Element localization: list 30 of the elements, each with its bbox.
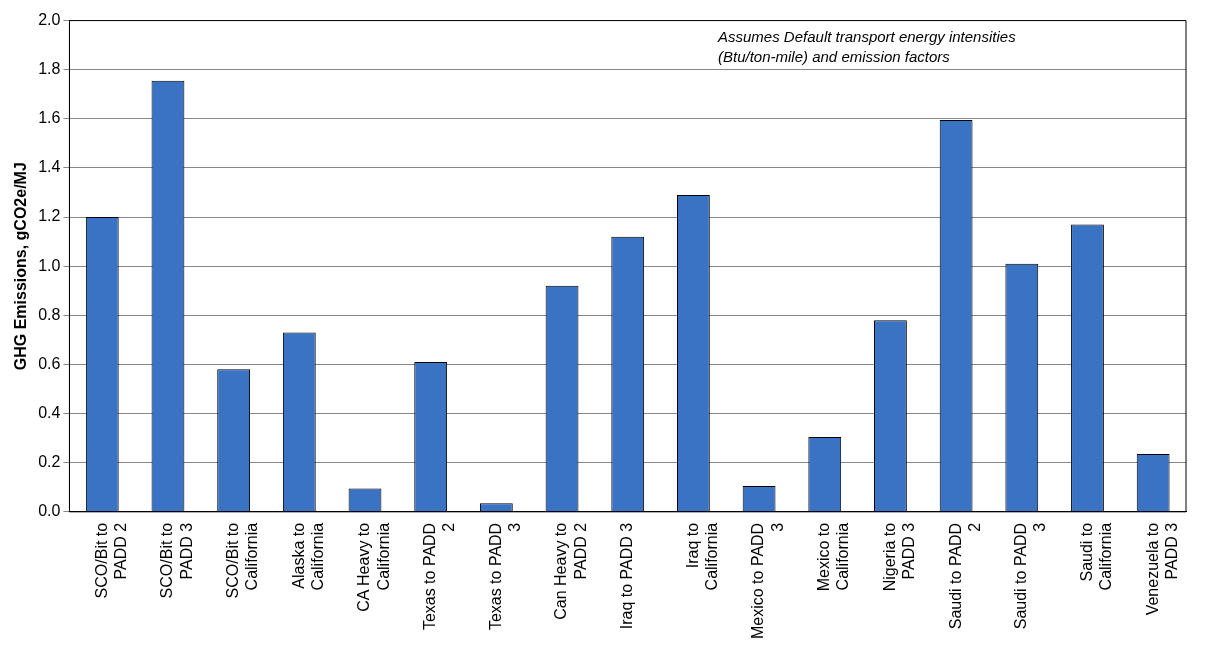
x-tick-label: Saudi to PADD 3 (1012, 522, 1049, 630)
x-tick-label: Iraq to PADD 3 (618, 522, 636, 630)
y-tick-label: 1.2 (38, 207, 61, 225)
x-tick-label: Venezuela to PADD 3 (1143, 522, 1180, 616)
annotation: Assumes Default transport energy intensities (Btu/ton-mile) and emission factors (717, 28, 1017, 66)
y-tick-label: 1.4 (38, 158, 61, 176)
x-tick-label: SCO/Bit to California (224, 522, 261, 599)
y-tick-label: 2.0 (38, 11, 61, 29)
x-tick-label: Saudi to California (1077, 522, 1115, 591)
x-tick-label: Alaska to California (289, 522, 326, 591)
x-tick-label: Mexico to PADD 3 (749, 522, 786, 640)
y-tick-label: 1.8 (38, 60, 61, 78)
x-tick-label: SCO/Bit to PADD 3 (158, 522, 195, 599)
x-tick-label: Nigeria to PADD 3 (880, 522, 918, 592)
x-tick-label: Mexico to California (815, 522, 852, 592)
y-tick-label: 0.2 (38, 453, 61, 471)
x-tick-label: Texas to PADD 3 (486, 522, 523, 631)
y-tick-label: 1.6 (38, 109, 61, 127)
y-tick-label: 0.6 (38, 354, 61, 372)
x-tick-label: CA Heavy to California (355, 522, 392, 612)
y-axis-title: GHG Emissions, gCO2e/MJ (12, 162, 30, 371)
y-tick-label: 0.4 (38, 403, 61, 421)
x-tick-label: Texas to PADD 2 (421, 522, 458, 631)
x-tick-label: Can Heavy to PADD 2 (552, 522, 589, 620)
y-tick-label: 0.0 (38, 502, 61, 520)
y-tick-label: 1.0 (38, 256, 61, 274)
y-tick-label: 0.8 (38, 305, 61, 323)
x-tick-label: Iraq to California (683, 522, 721, 591)
x-tick-label: Saudi to PADD 2 (946, 522, 983, 630)
x-tick-label: SCO/Bit to PADD 2 (92, 522, 129, 599)
